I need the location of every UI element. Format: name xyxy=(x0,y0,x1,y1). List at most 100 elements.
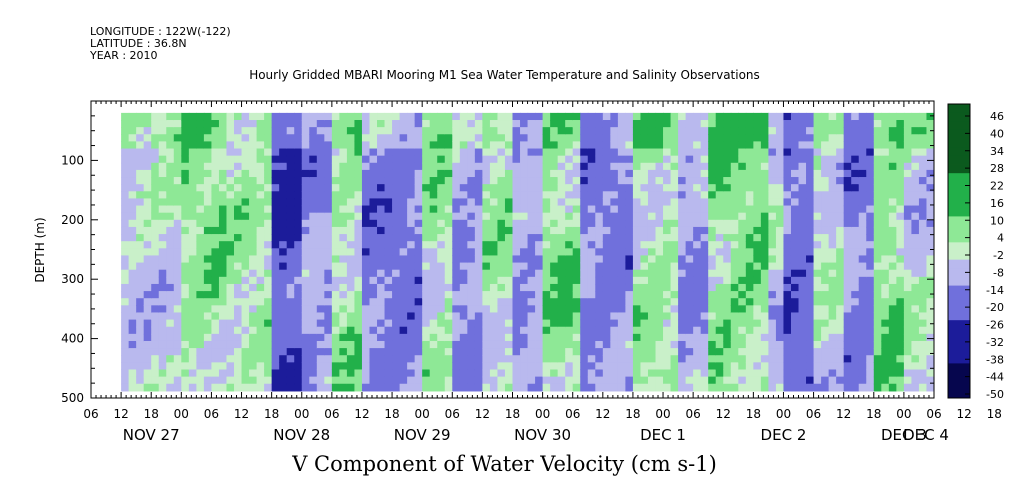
heat-cell xyxy=(249,198,258,207)
heat-cell xyxy=(301,319,310,328)
heat-cell xyxy=(715,234,724,242)
heat-cell xyxy=(647,148,657,157)
heat-cell xyxy=(241,162,250,171)
heat-cell xyxy=(173,340,182,349)
x-day-label: DEC 3 xyxy=(881,426,927,444)
heat-cell xyxy=(595,234,604,242)
heat-cell xyxy=(693,120,702,128)
heat-cell xyxy=(158,205,167,214)
heat-cell xyxy=(715,348,724,356)
heat-cell xyxy=(249,112,258,121)
heat-cell xyxy=(550,291,559,299)
heat-cell xyxy=(504,112,514,121)
heat-cell xyxy=(121,127,130,135)
heat-cell xyxy=(760,255,770,264)
heat-cell xyxy=(670,312,679,321)
heat-cell xyxy=(279,148,288,157)
heat-cell xyxy=(828,369,837,378)
heat-cell xyxy=(632,127,642,135)
heat-cell xyxy=(158,219,167,228)
heat-cell xyxy=(595,184,604,192)
heat-cell xyxy=(693,383,702,392)
heat-cell xyxy=(316,127,325,135)
heat-cell xyxy=(806,219,815,228)
heat-cell xyxy=(775,148,785,157)
heat-cell xyxy=(384,191,393,200)
heat-cell xyxy=(866,355,875,363)
heat-cell xyxy=(294,219,303,228)
heat-cell xyxy=(520,248,529,257)
heat-cell xyxy=(226,383,235,392)
heat-cell xyxy=(866,340,875,349)
heat-cell xyxy=(730,112,739,121)
heat-cell xyxy=(836,120,845,128)
heat-cell xyxy=(798,205,807,214)
heat-cell xyxy=(903,155,913,164)
heat-cell xyxy=(294,241,303,249)
heat-cell xyxy=(806,376,815,385)
heat-cell xyxy=(836,226,845,235)
heat-cell xyxy=(640,369,649,378)
heat-cell xyxy=(143,177,152,185)
heat-cell xyxy=(429,219,438,228)
heat-cell xyxy=(617,241,627,249)
heat-cell xyxy=(851,241,860,249)
heat-cell xyxy=(640,248,649,257)
heat-cell xyxy=(843,198,852,207)
heat-cell xyxy=(249,376,258,385)
heat-cell xyxy=(489,283,499,292)
heat-cell xyxy=(309,355,318,363)
heat-cell xyxy=(452,269,461,278)
heat-cell xyxy=(602,283,611,292)
heat-cell xyxy=(663,127,672,135)
heat-cell xyxy=(745,326,754,335)
heat-cell xyxy=(158,248,167,257)
y-tick-label: 400 xyxy=(61,332,84,346)
heat-cell xyxy=(693,305,702,314)
colorbar-swatch xyxy=(948,354,970,364)
heat-cell xyxy=(580,112,589,121)
heat-cell xyxy=(670,169,679,178)
heat-cell xyxy=(790,169,800,178)
heat-cell xyxy=(693,191,702,200)
heat-cell xyxy=(813,120,822,128)
heat-cell xyxy=(918,369,928,378)
heat-cell xyxy=(550,376,559,385)
heat-cell xyxy=(663,298,672,306)
heat-cell xyxy=(806,291,815,299)
heat-cell xyxy=(399,383,408,392)
heat-cell xyxy=(203,298,213,306)
heat-cell xyxy=(151,376,160,385)
heat-cell xyxy=(301,348,310,356)
heat-cell xyxy=(881,291,890,299)
heat-cell xyxy=(422,362,431,371)
heat-cell xyxy=(700,148,709,157)
heat-cell xyxy=(256,134,265,142)
heat-cell xyxy=(715,276,724,285)
heat-cell xyxy=(331,319,340,328)
heat-cell xyxy=(663,276,672,285)
heat-cell xyxy=(738,234,747,242)
heat-cell xyxy=(580,255,589,264)
heat-cell xyxy=(828,383,837,392)
heat-cell xyxy=(918,276,928,285)
heat-cell xyxy=(482,298,491,306)
heat-cell xyxy=(866,162,875,171)
heat-cell xyxy=(218,234,228,242)
heat-cell xyxy=(595,283,604,292)
heat-cell xyxy=(399,134,408,142)
heat-cell xyxy=(888,162,897,171)
heat-cell xyxy=(399,276,408,285)
heat-cell xyxy=(392,155,401,164)
heat-cell xyxy=(497,348,506,356)
heat-cell xyxy=(136,276,145,285)
heat-cell xyxy=(572,212,581,221)
heat-cell xyxy=(452,340,461,349)
heat-cell xyxy=(670,148,679,157)
heat-cell xyxy=(527,112,536,121)
heat-cell xyxy=(550,383,559,392)
heat-cell xyxy=(294,348,303,356)
heat-cell xyxy=(211,333,220,342)
heat-cell xyxy=(572,305,581,314)
heat-cell xyxy=(128,248,137,257)
